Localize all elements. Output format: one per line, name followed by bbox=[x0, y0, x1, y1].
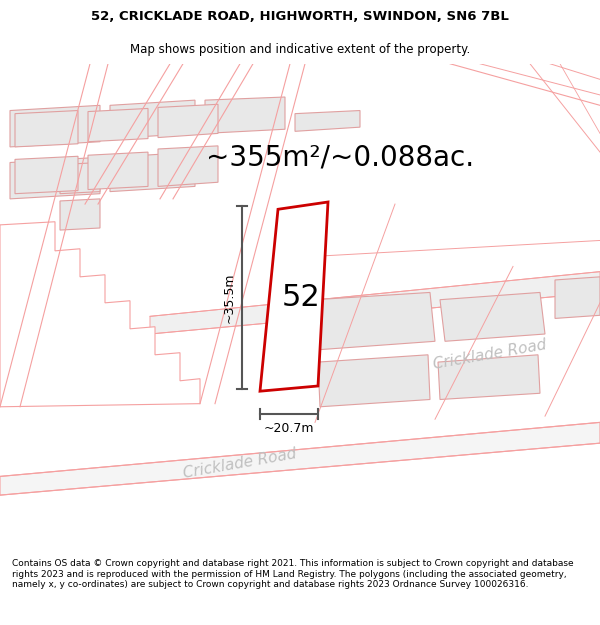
Polygon shape bbox=[10, 106, 100, 147]
Text: 52: 52 bbox=[281, 282, 320, 312]
Polygon shape bbox=[0, 422, 600, 495]
Text: Map shows position and indicative extent of the property.: Map shows position and indicative extent… bbox=[130, 44, 470, 56]
Polygon shape bbox=[318, 355, 430, 407]
Polygon shape bbox=[60, 199, 100, 230]
Polygon shape bbox=[110, 152, 195, 192]
Polygon shape bbox=[150, 272, 600, 334]
Polygon shape bbox=[438, 355, 540, 399]
Polygon shape bbox=[60, 162, 100, 194]
Polygon shape bbox=[555, 277, 600, 318]
Text: Contains OS data © Crown copyright and database right 2021. This information is : Contains OS data © Crown copyright and d… bbox=[12, 559, 574, 589]
Polygon shape bbox=[295, 111, 360, 131]
Polygon shape bbox=[88, 152, 148, 189]
Text: Cricklade Road: Cricklade Road bbox=[432, 338, 548, 372]
Polygon shape bbox=[440, 292, 545, 341]
Polygon shape bbox=[110, 100, 195, 139]
Polygon shape bbox=[88, 109, 148, 142]
Polygon shape bbox=[205, 97, 285, 133]
Polygon shape bbox=[10, 158, 100, 199]
Polygon shape bbox=[158, 146, 218, 186]
Text: ~35.5m: ~35.5m bbox=[223, 272, 235, 323]
Polygon shape bbox=[0, 222, 200, 407]
Text: ~355m²/~0.088ac.: ~355m²/~0.088ac. bbox=[206, 143, 474, 171]
Polygon shape bbox=[260, 202, 328, 391]
Text: Cricklade Road: Cricklade Road bbox=[182, 447, 298, 481]
Polygon shape bbox=[315, 292, 435, 349]
Text: ~20.7m: ~20.7m bbox=[264, 422, 314, 435]
Polygon shape bbox=[15, 156, 78, 194]
Polygon shape bbox=[158, 104, 218, 138]
Text: 52, CRICKLADE ROAD, HIGHWORTH, SWINDON, SN6 7BL: 52, CRICKLADE ROAD, HIGHWORTH, SWINDON, … bbox=[91, 11, 509, 23]
Polygon shape bbox=[15, 111, 78, 147]
